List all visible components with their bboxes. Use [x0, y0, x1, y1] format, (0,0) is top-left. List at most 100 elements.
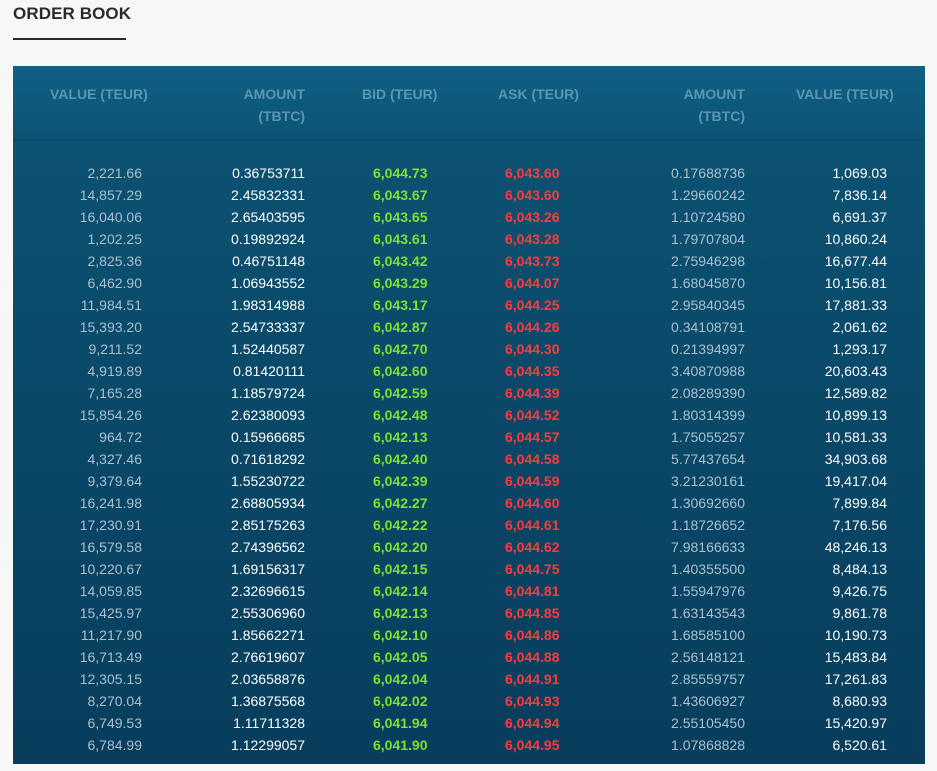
bid-price-cell: 6,041.90 — [373, 737, 428, 753]
ask-amount-cell: 1.79707804 — [671, 231, 745, 247]
ask-price-cell: 6,043.26 — [505, 209, 560, 225]
order-book-header: VALUE (TEUR) AMOUNT (TBTC) BID (TEUR) AS… — [13, 66, 925, 141]
bid-amount-cell: 2.85175263 — [231, 517, 305, 533]
bid-amount-cell: 2.32696615 — [231, 583, 305, 599]
ask-price-cell: 6,044.75 — [505, 561, 560, 577]
ask-value-cell: 48,246.13 — [824, 539, 887, 555]
ask-amount-cell: 1.63143543 — [671, 605, 745, 621]
order-book-panel: VALUE (TEUR) AMOUNT (TBTC) BID (TEUR) AS… — [13, 66, 925, 764]
order-book-rows: 2,221.66 0.36753711 6,044.73 6,043.60 0.1768… — [13, 162, 925, 756]
ask-price-cell: 6,044.86 — [505, 627, 560, 643]
ask-amount-cell: 1.18726652 — [671, 517, 745, 533]
column-header-value-left: VALUE (TEUR) — [50, 86, 148, 102]
column-header-ask: ASK (TEUR) — [498, 86, 579, 102]
bid-price-cell: 6,044.73 — [373, 165, 428, 181]
table-row: 4,327.46 0.71618292 6,042.40 6,044.58 5.7743… — [13, 448, 925, 470]
bid-amount-cell: 0.36753711 — [232, 165, 305, 181]
bid-value-cell: 14,059.85 — [79, 583, 142, 599]
ask-amount-cell: 1.10724580 — [671, 209, 745, 225]
ask-amount-cell: 2.95840345 — [671, 297, 745, 313]
bid-amount-cell: 0.19892924 — [231, 231, 305, 247]
bid-value-cell: 15,854.26 — [79, 407, 142, 423]
bid-value-cell: 16,241.98 — [79, 495, 142, 511]
ask-value-cell: 17,261.83 — [824, 671, 887, 687]
table-row: 2,825.36 0.46751148 6,043.42 6,043.73 2.7594… — [13, 250, 925, 272]
column-header-value-right: VALUE (TEUR) — [796, 86, 894, 102]
ask-price-cell: 6,044.85 — [505, 605, 560, 621]
ask-price-cell: 6,044.26 — [505, 319, 560, 335]
ask-value-cell: 6,520.61 — [832, 737, 888, 753]
ask-value-cell: 8,484.13 — [832, 561, 888, 577]
ask-value-cell: 34,903.68 — [824, 451, 887, 467]
table-row: 6,462.90 1.06943552 6,043.29 6,044.07 1.6804… — [13, 272, 925, 294]
bid-amount-cell: 0.81420111 — [233, 363, 305, 379]
bid-price-cell: 6,043.61 — [373, 231, 428, 247]
ask-amount-cell: 0.34108791 — [671, 319, 745, 335]
ask-value-cell: 10,860.24 — [824, 231, 887, 247]
table-row: 17,230.91 2.85175263 6,042.22 6,044.61 1.187… — [13, 514, 925, 536]
bid-amount-cell: 0.15966685 — [231, 429, 305, 445]
ask-value-cell: 9,861.78 — [832, 605, 888, 621]
ask-amount-cell: 1.43606927 — [671, 693, 745, 709]
ask-value-cell: 2,061.62 — [832, 319, 888, 335]
bid-price-cell: 6,042.05 — [373, 649, 428, 665]
page-title: ORDER BOOK — [13, 4, 132, 23]
bid-amount-cell: 1.98314988 — [231, 297, 305, 313]
ask-price-cell: 6,044.60 — [505, 495, 560, 511]
ask-value-cell: 16,677.44 — [824, 253, 887, 269]
bid-amount-cell: 1.06943552 — [231, 275, 305, 291]
table-row: 16,713.49 2.76619607 6,042.05 6,044.88 2.561… — [13, 646, 925, 668]
ask-value-cell: 10,581.33 — [824, 429, 887, 445]
column-header-amount-right-line1: AMOUNT — [683, 86, 745, 102]
bid-value-cell: 10,220.67 — [79, 561, 142, 577]
ask-value-cell: 15,420.97 — [824, 715, 887, 731]
table-row: 1,202.25 0.19892924 6,043.61 6,043.28 1.7970… — [13, 228, 925, 250]
ask-amount-cell: 7.98166633 — [671, 539, 745, 555]
table-row: 15,425.97 2.55306960 6,042.13 6,044.85 1.631… — [13, 602, 925, 624]
bid-amount-cell: 2.54733337 — [231, 319, 305, 335]
table-row: 6,749.53 1.11711328 6,041.94 6,044.94 2.5510… — [13, 712, 925, 734]
column-header-amount-right: AMOUNT (TBTC) — [613, 83, 745, 127]
bid-amount-cell: 1.36875568 — [231, 693, 305, 709]
bid-price-cell: 6,042.60 — [373, 363, 428, 379]
ask-amount-cell: 1.80314399 — [671, 407, 745, 423]
ask-price-cell: 6,044.81 — [505, 583, 560, 599]
ask-price-cell: 6,044.94 — [505, 715, 560, 731]
ask-amount-cell: 1.07868828 — [671, 737, 745, 753]
ask-amount-cell: 2.08289390 — [671, 385, 745, 401]
ask-value-cell: 6,691.37 — [832, 209, 888, 225]
bid-price-cell: 6,042.20 — [373, 539, 428, 555]
bid-value-cell: 6,462.90 — [87, 275, 143, 291]
bid-value-cell: 9,211.52 — [88, 341, 142, 357]
ask-amount-cell: 2.85559757 — [671, 671, 745, 687]
table-row: 9,379.64 1.55230722 6,042.39 6,044.59 3.2123… — [13, 470, 925, 492]
ask-price-cell: 6,044.91 — [505, 671, 560, 687]
ask-value-cell: 10,190.73 — [824, 627, 887, 643]
bid-price-cell: 6,042.10 — [373, 627, 428, 643]
bid-price-cell: 6,042.04 — [373, 671, 428, 687]
ask-price-cell: 6,044.62 — [505, 539, 560, 555]
column-header-amount-left-line2: (TBTC) — [258, 108, 305, 124]
table-row: 964.72 0.15966685 6,042.13 6,044.57 1.750552… — [13, 426, 925, 448]
bid-price-cell: 6,042.87 — [373, 319, 428, 335]
ask-price-cell: 6,044.25 — [505, 297, 560, 313]
ask-price-cell: 6,044.52 — [505, 407, 560, 423]
column-header-amount-right-line2: (TBTC) — [698, 108, 745, 124]
bid-price-cell: 6,042.70 — [373, 341, 428, 357]
table-row: 4,919.89 0.81420111 6,042.60 6,044.35 3.4087… — [13, 360, 925, 382]
ask-value-cell: 17,881.33 — [824, 297, 887, 313]
bid-price-cell: 6,042.59 — [373, 385, 428, 401]
bid-value-cell: 17,230.91 — [79, 517, 142, 533]
bid-value-cell: 964.72 — [99, 429, 142, 445]
table-row: 11,984.51 1.98314988 6,043.17 6,044.25 2.958… — [13, 294, 925, 316]
ask-amount-cell: 1.68045870 — [671, 275, 745, 291]
bid-value-cell: 16,579.58 — [79, 539, 142, 555]
ask-price-cell: 6,043.28 — [505, 231, 560, 247]
table-row: 7,165.28 1.18579724 6,042.59 6,044.39 2.0828… — [13, 382, 925, 404]
ask-amount-cell: 0.17688736 — [671, 165, 745, 181]
bid-value-cell: 16,040.06 — [79, 209, 142, 225]
bid-value-cell: 15,425.97 — [79, 605, 142, 621]
ask-amount-cell: 0.21394997 — [671, 341, 745, 357]
bid-value-cell: 6,784.99 — [87, 737, 143, 753]
table-row: 14,857.29 2.45832331 6,043.67 6,043.60 1.296… — [13, 184, 925, 206]
